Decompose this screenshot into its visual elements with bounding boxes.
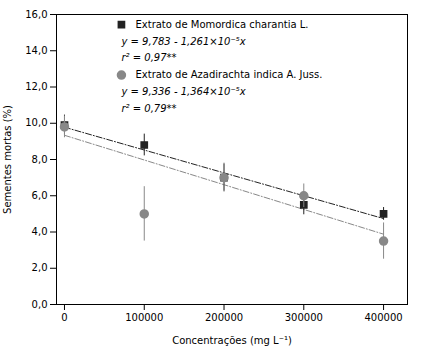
svg-text:4,0: 4,0 xyxy=(32,226,48,237)
svg-text:8,0: 8,0 xyxy=(32,154,48,165)
svg-text:100000: 100000 xyxy=(125,312,163,323)
svg-text:0: 0 xyxy=(61,312,67,323)
svg-text:6,0: 6,0 xyxy=(32,190,48,201)
svg-text:Concentrações (mg L⁻¹): Concentrações (mg L⁻¹) xyxy=(172,335,292,346)
svg-text:16,0: 16,0 xyxy=(25,9,47,20)
svg-text:14,0: 14,0 xyxy=(25,45,47,56)
svg-text:2,0: 2,0 xyxy=(32,262,48,273)
svg-text:12,0: 12,0 xyxy=(25,81,47,92)
svg-text:Extrato de Azadirachta indica: Extrato de Azadirachta indica A. Juss. xyxy=(135,69,322,80)
svg-text:0,0: 0,0 xyxy=(32,299,48,310)
svg-text:r² = 0,97**: r² = 0,97** xyxy=(121,52,176,63)
svg-text:r² = 0,79**: r² = 0,79** xyxy=(121,103,176,114)
svg-text:400000: 400000 xyxy=(364,312,402,323)
svg-text:y = 9,783 - 1,261×10⁻⁵x: y = 9,783 - 1,261×10⁻⁵x xyxy=(120,36,245,47)
svg-text:Sementes mortas (%): Sementes mortas (%) xyxy=(2,105,13,214)
svg-text:Extrato de Momordica charantia: Extrato de Momordica charantia L. xyxy=(135,19,308,30)
svg-text:300000: 300000 xyxy=(285,312,323,323)
svg-text:10,0: 10,0 xyxy=(25,117,47,128)
svg-text:200000: 200000 xyxy=(205,312,243,323)
svg-text:y = 9,336 - 1,364×10⁻⁵x: y = 9,336 - 1,364×10⁻⁵x xyxy=(120,86,245,97)
